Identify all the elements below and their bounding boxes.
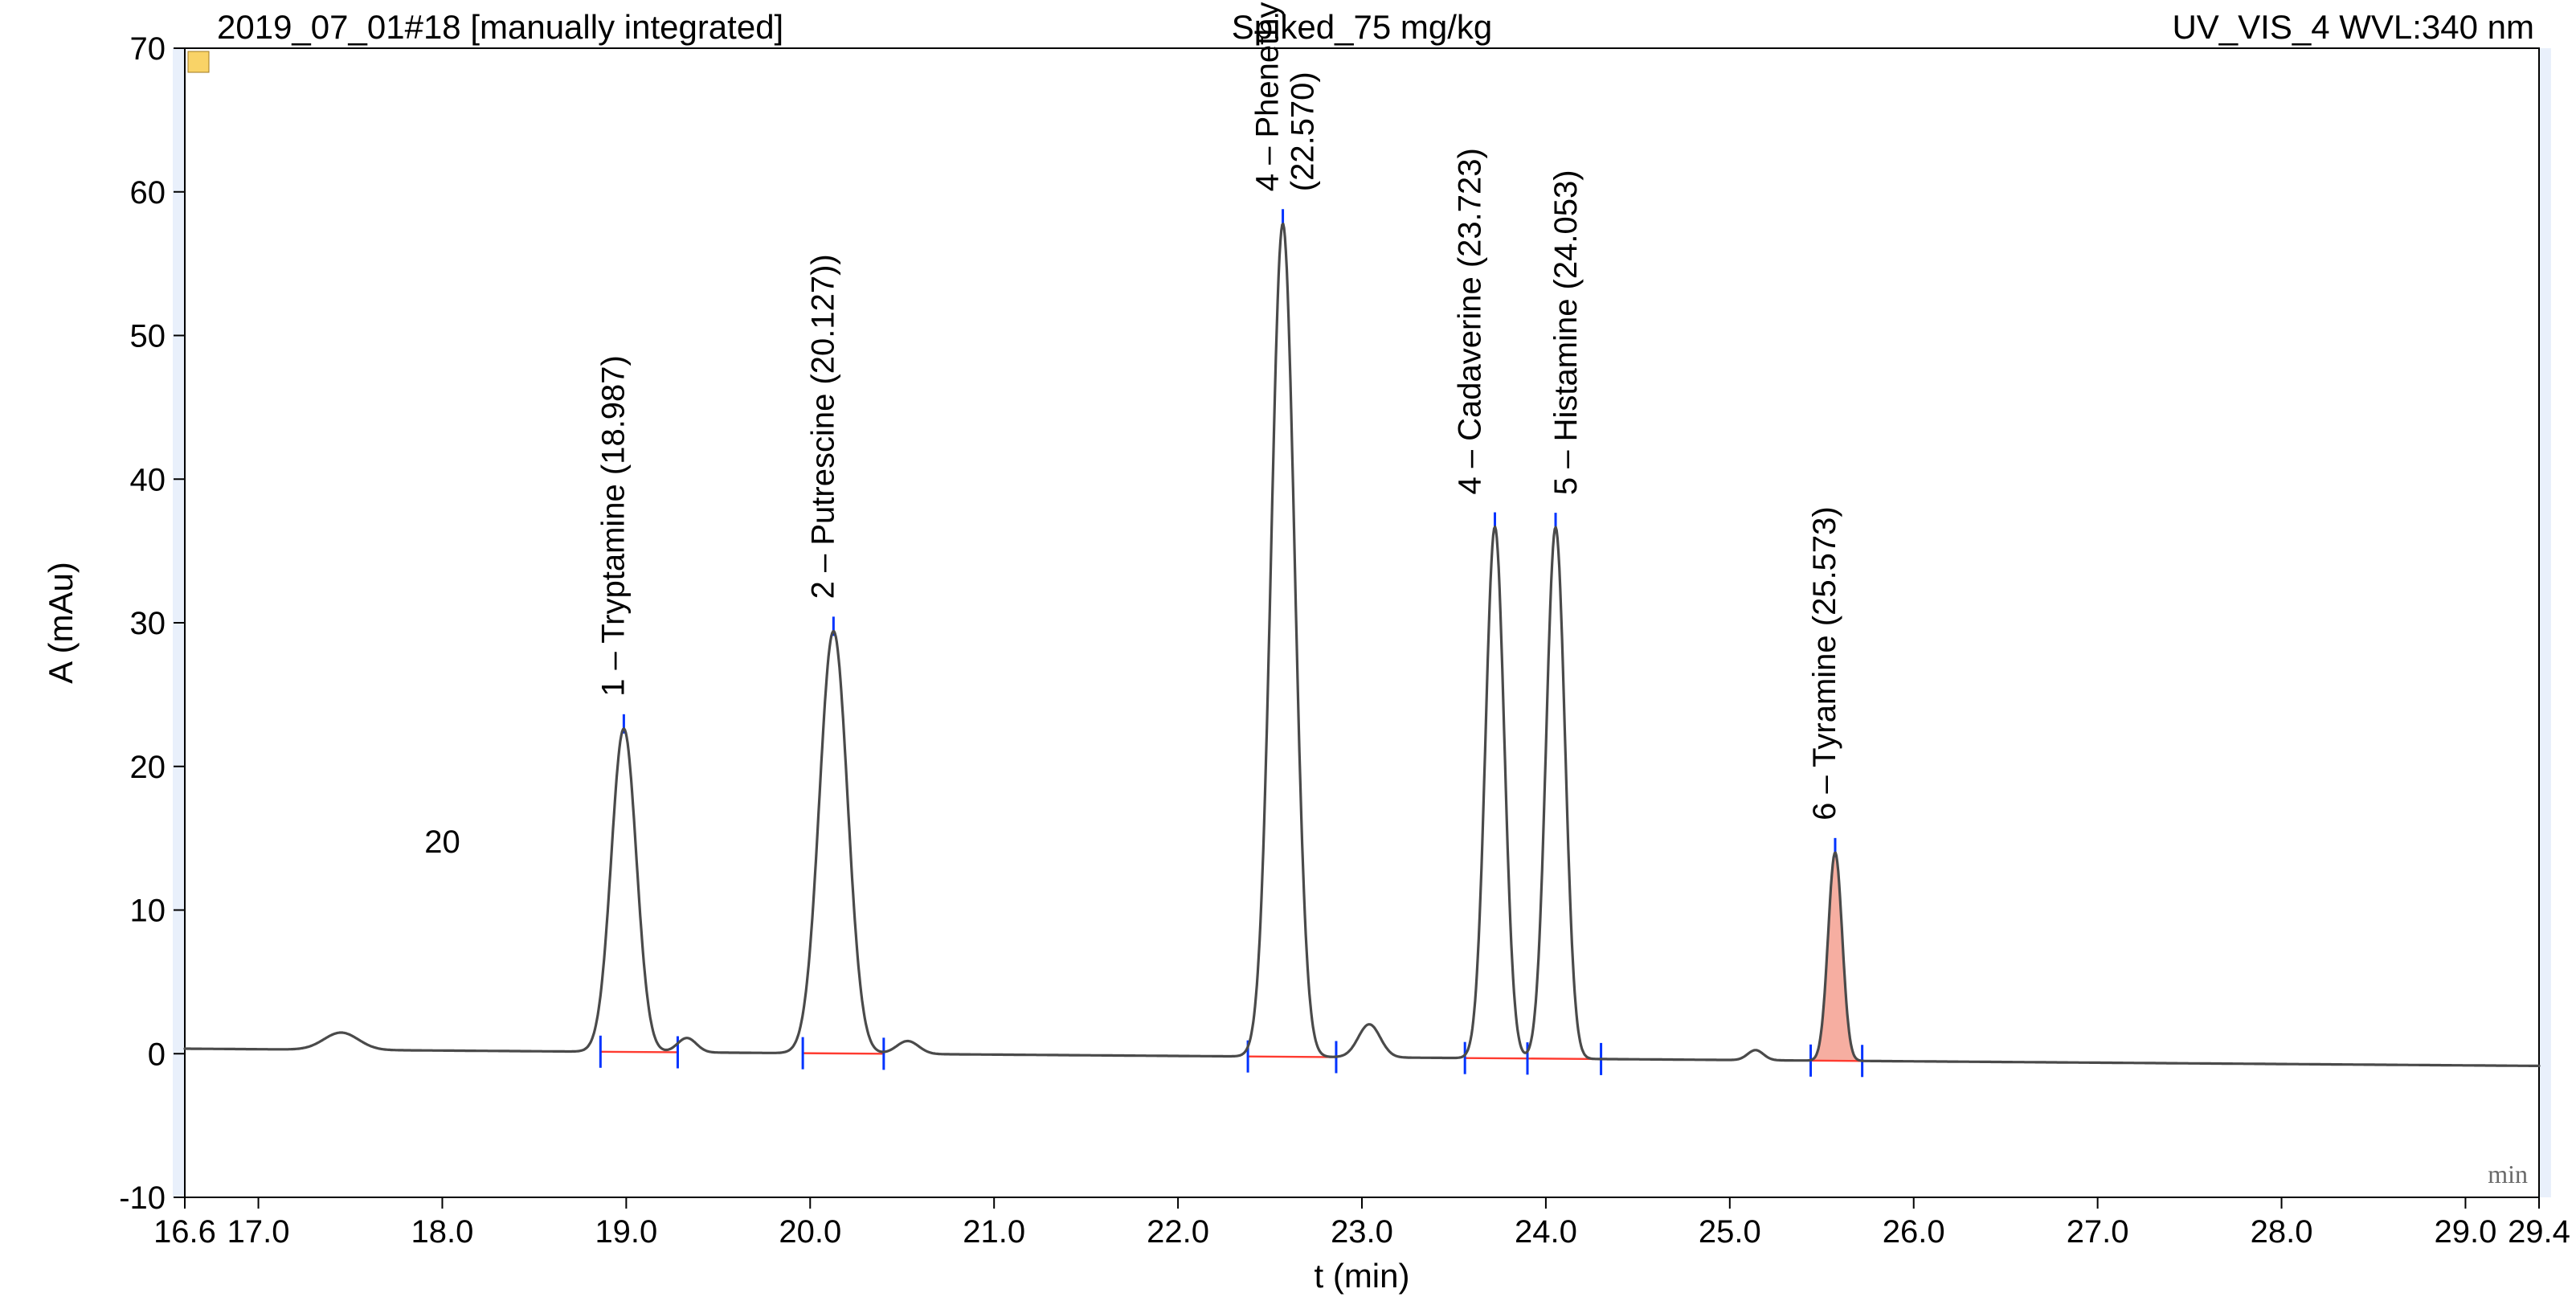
chromatogram-chart: 2019_07_01#18 [manually integrated]Spike…: [0, 0, 2576, 1301]
svg-text:0: 0: [148, 1037, 166, 1072]
peak-label: 5 – Histamine (24.053): [1548, 170, 1584, 495]
highlighted-peak-fill: [1811, 853, 1862, 1061]
svg-text:23.0: 23.0: [1331, 1214, 1393, 1250]
svg-text:30: 30: [130, 606, 166, 641]
svg-text:4 – Cadaverine (23.723): 4 – Cadaverine (23.723): [1452, 148, 1487, 494]
svg-text:16.6: 16.6: [153, 1214, 216, 1250]
peak-label: 2 – Putrescine (20.127)): [805, 254, 840, 599]
chromatogram-trace: [185, 224, 2539, 1066]
svg-text:6 – Tyramine (25.573): 6 – Tyramine (25.573): [1807, 506, 1842, 820]
svg-text:5 – Histamine (24.053): 5 – Histamine (24.053): [1548, 170, 1584, 495]
svg-text:29.4: 29.4: [2508, 1214, 2570, 1250]
svg-text:50: 50: [130, 319, 166, 354]
svg-text:17.0: 17.0: [227, 1214, 290, 1250]
integration-baseline: [1248, 1057, 1336, 1058]
stray-annotation: 20: [424, 824, 460, 860]
x-axis-label: t (min): [1315, 1257, 1410, 1295]
header-left: 2019_07_01#18 [manually integrated]: [217, 8, 783, 46]
svg-text:28.0: 28.0: [2251, 1214, 2313, 1250]
svg-text:10: 10: [130, 894, 166, 929]
svg-text:4 – Phenethylamine: 4 – Phenethylamine: [1250, 0, 1286, 191]
svg-text:20.0: 20.0: [779, 1214, 841, 1250]
svg-text:(22.570): (22.570): [1286, 72, 1321, 191]
integration-marker-icon: [188, 51, 209, 72]
y-axis-label: A (mAu): [42, 562, 80, 684]
svg-text:20: 20: [130, 750, 166, 785]
svg-text:26.0: 26.0: [1883, 1214, 1945, 1250]
svg-text:70: 70: [130, 31, 166, 67]
header-right: UV_VIS_4 WVL:340 nm: [2172, 8, 2534, 46]
svg-text:-10: -10: [119, 1180, 166, 1216]
svg-text:22.0: 22.0: [1147, 1214, 1209, 1250]
min-corner-label: min: [2488, 1160, 2528, 1188]
svg-text:18.0: 18.0: [411, 1214, 474, 1250]
svg-text:19.0: 19.0: [595, 1214, 657, 1250]
svg-text:24.0: 24.0: [1515, 1214, 1577, 1250]
integration-baseline: [600, 1052, 677, 1053]
svg-text:21.0: 21.0: [963, 1214, 1025, 1250]
integration-baseline: [1465, 1058, 1527, 1059]
integration-baseline: [803, 1053, 884, 1054]
svg-text:29.0: 29.0: [2435, 1214, 2497, 1250]
svg-text:27.0: 27.0: [2067, 1214, 2129, 1250]
peak-label: 4 – Cadaverine (23.723): [1452, 148, 1487, 494]
peak-label: 1 – Tryptamine (18.987): [595, 355, 631, 697]
svg-text:1 – Tryptamine (18.987): 1 – Tryptamine (18.987): [595, 355, 631, 697]
peak-label: 6 – Tyramine (25.573): [1807, 506, 1842, 820]
svg-text:2 – Putrescine (20.127)): 2 – Putrescine (20.127)): [805, 254, 840, 599]
svg-text:60: 60: [130, 175, 166, 211]
svg-text:40: 40: [130, 462, 166, 497]
svg-text:25.0: 25.0: [1699, 1214, 1761, 1250]
